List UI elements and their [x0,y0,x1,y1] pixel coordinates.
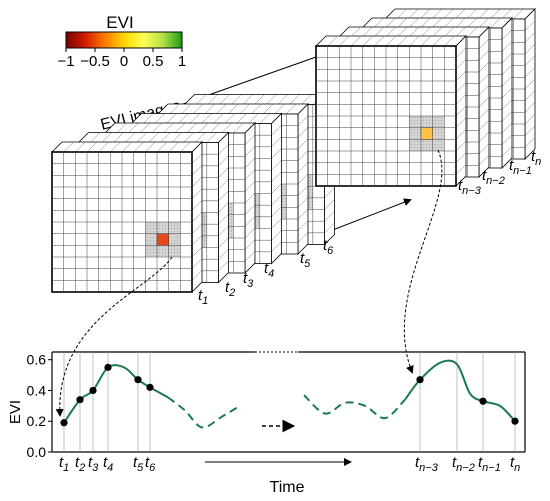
connector-left [55,256,173,417]
x-tick-label-t2: t2 [75,454,85,474]
evi-data-point [146,383,154,391]
evi-pixel [156,233,169,246]
stack-label-t5: t5 [300,250,311,270]
stack-time-labels: t1 t2 t3 t4 t5 t6 tn−3tn−2tn−1tn [198,148,541,307]
colorbar-tick-label: 0 [120,53,128,70]
evi-data-point [76,396,84,404]
evi-data-point [134,376,142,384]
stack-label-t1: t1 [198,287,208,307]
x-tick-label-tn: tn [510,454,520,474]
evi-data-point [104,363,112,371]
x-tick-label-t6: t6 [145,454,156,474]
image-frame [315,35,467,187]
colorbar-title: EVI [106,13,133,32]
evi-series-line-gap-a [167,396,241,429]
stack-label-t4: t4 [264,260,274,280]
colorbar: EVI −1 −0.5 0 0.5 1 [57,13,186,70]
stack-label-t3: t3 [243,270,254,290]
stack-label-tn−2: tn−2 [482,167,505,187]
colorbar-tick-label: 1 [178,53,186,70]
connector-right [403,149,443,374]
evi-data-point [511,417,519,425]
colorbar-gradient [65,31,183,49]
evi-pixel [420,127,433,140]
chart-ylabel: EVI [7,400,24,424]
y-tick-label: 0.0 [27,444,47,460]
evi-series-line-start [63,364,169,424]
evi-series-line-end [404,359,516,422]
colorbar-tick-label: −0.5 [80,53,110,70]
left-image-stack [51,93,336,293]
image-frame [51,141,203,293]
evi-time-series-chart: EVI Time 0.0 0.2 0.4 0.6 t1 t2 t3 t4 t5 t6 tn−3 tn−… [7,351,526,496]
colorbar-tick-label: 0.5 [143,53,164,70]
x-tick-label-tn−1: tn−1 [478,454,501,474]
x-tick-label-t1: t1 [59,454,69,474]
chart-xlabel: Time [270,479,305,496]
stack-label-tn−1: tn−1 [509,157,532,177]
x-tick-label-tn−2: tn−2 [452,454,475,474]
y-tick-label: 0.6 [27,352,47,368]
x-tick-label-t4: t4 [103,454,113,474]
y-tick-label: 0.4 [27,382,47,398]
stack-label-tn: tn [531,148,541,168]
right-image-stack [315,8,536,187]
x-tick-label-t5: t5 [133,454,144,474]
evi-data-point [416,376,424,384]
colorbar-tick-label: −1 [57,53,74,70]
stack-label-tn−3: tn−3 [458,177,482,197]
colorbar-ticks: −1 −0.5 0 0.5 1 [57,48,186,70]
stack-label-t6: t6 [323,237,334,257]
evi-data-point [60,419,68,427]
evi-data-point [89,386,97,395]
stack-label-t2: t2 [225,279,235,299]
x-tick-label-t3: t3 [88,454,99,474]
y-tick-label: 0.2 [27,413,47,429]
x-tick-label-tn−3: tn−3 [415,454,439,474]
evi-series-line-gap-b [303,394,406,420]
evi-data-point [479,397,487,405]
